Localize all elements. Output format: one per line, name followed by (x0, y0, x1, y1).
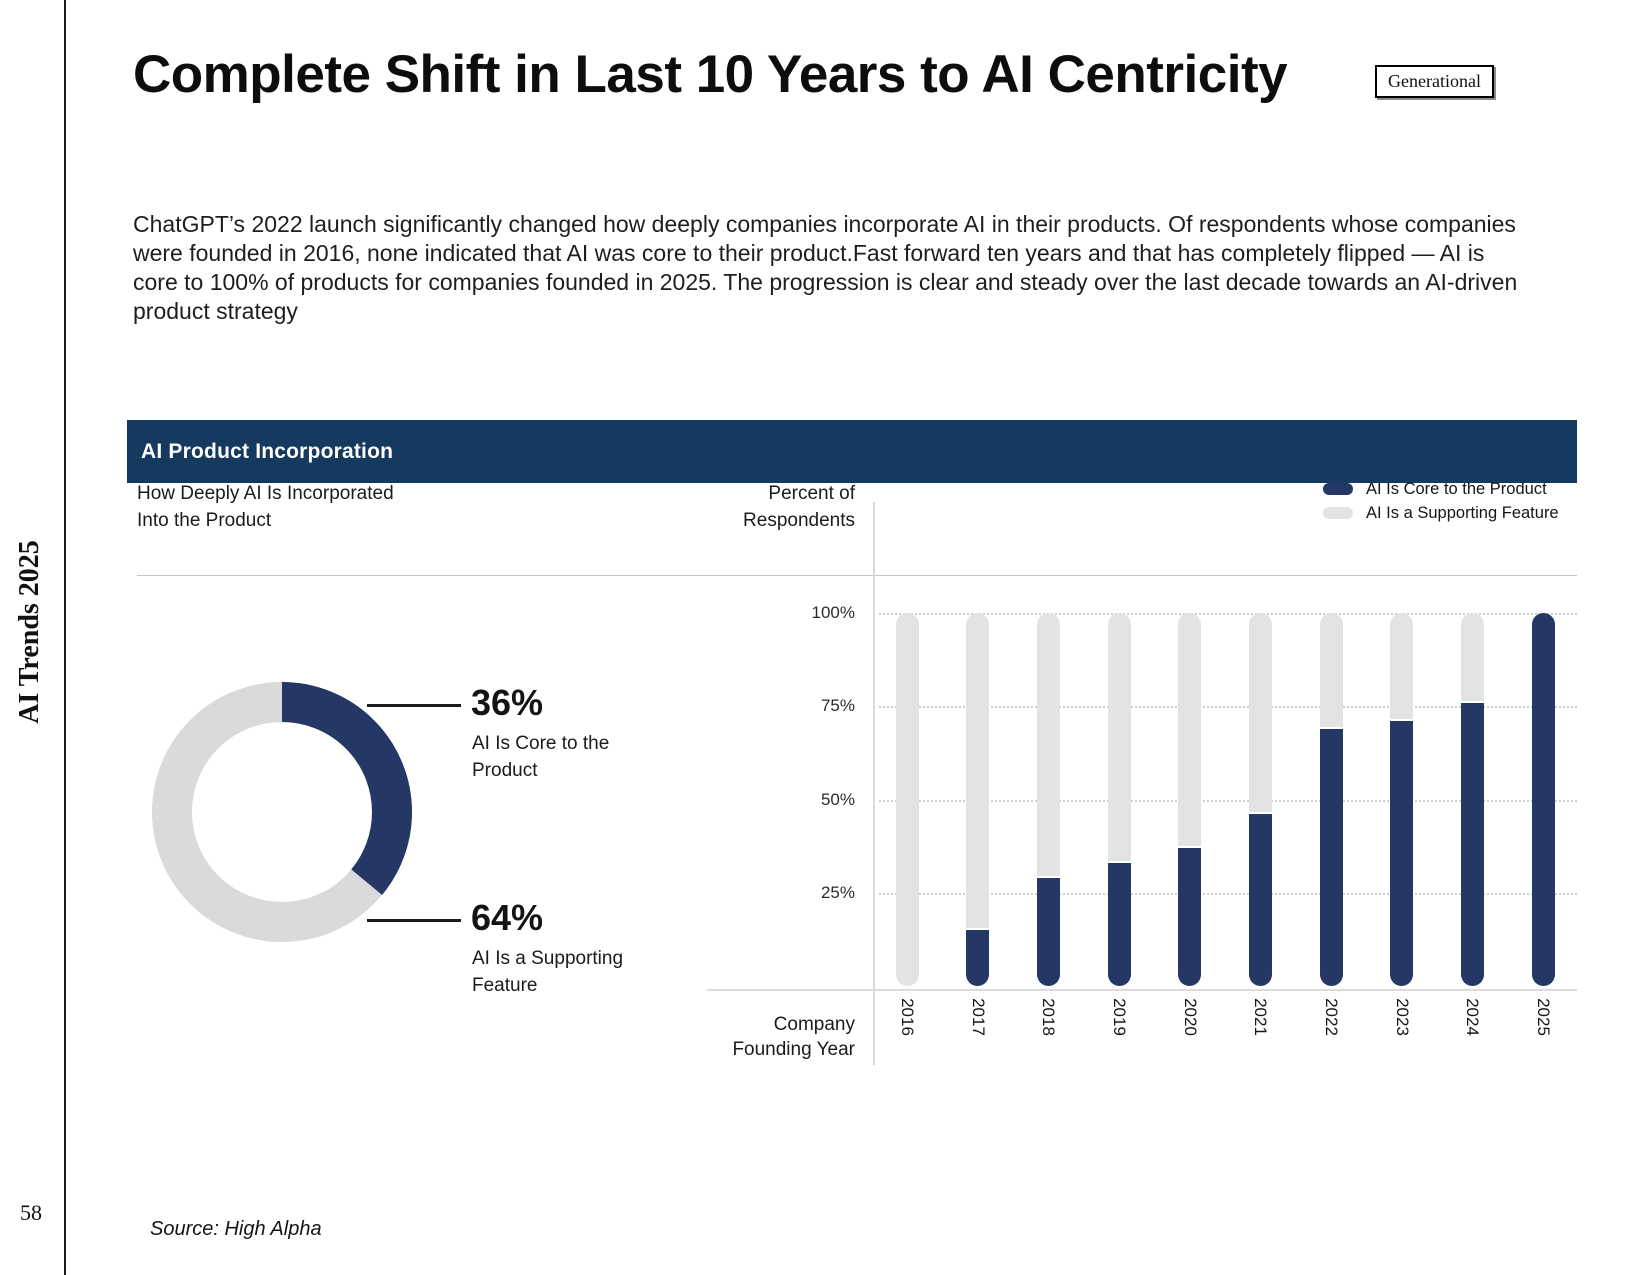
bar-core-segment (1319, 726, 1343, 986)
y-axis-line (873, 502, 875, 1065)
stacked-bar-2016 (895, 613, 919, 986)
x-tick-2021: 2021 (1230, 998, 1290, 1036)
x-axis-line (707, 989, 1577, 991)
donut-callout-line-36 (367, 704, 461, 707)
bar-core-segment (1248, 812, 1272, 986)
legend-swatch-core (1323, 483, 1353, 495)
y-tick-label: 100% (811, 603, 855, 622)
stacked-bar-2020 (1178, 613, 1202, 986)
x-tick-text: 2019 (1109, 998, 1129, 1036)
bar-core-segment (1460, 700, 1484, 986)
stacked-bar-2023 (1390, 613, 1414, 986)
donut-callout-pct-36: 36% (471, 682, 544, 723)
x-tick-2025: 2025 (1513, 998, 1573, 1036)
x-tick-text: 2016 (897, 998, 917, 1036)
stacked-bar-2025 (1531, 613, 1555, 986)
x-tick-text: 2024 (1463, 998, 1483, 1036)
donut-subtitle: How Deeply AI Is Incorporated Into the P… (137, 483, 394, 531)
y-tick-label: 75% (820, 696, 855, 716)
x-tick-text: 2022 (1322, 998, 1342, 1036)
y-tick-label: 50% (820, 789, 855, 809)
generational-tag-badge: Generational (1375, 65, 1494, 98)
x-tick-2018: 2018 (1018, 998, 1078, 1036)
donut-chart (152, 682, 412, 942)
stacked-bar-2017 (966, 613, 990, 986)
x-tick-text: 2023 (1392, 998, 1412, 1036)
report-sidebar-title: AI Trends 2025 (14, 540, 45, 724)
bar-core-segment (1178, 846, 1202, 986)
page-left-rule (64, 0, 66, 1275)
donut-callout-pct-64: 64% (471, 897, 544, 938)
legend-item-supporting: AI Is a Supporting Feature (1323, 501, 1559, 525)
x-tick-2023: 2023 (1372, 998, 1432, 1036)
bar-core-segment (966, 928, 990, 986)
stacked-bar-2018 (1036, 613, 1060, 986)
x-tick-2020: 2020 (1160, 998, 1220, 1036)
page-title: Complete Shift in Last 10 Years to AI Ce… (133, 45, 1288, 104)
x-tick-2019: 2019 (1089, 998, 1149, 1036)
bar-core-segment (1107, 860, 1131, 986)
page-number: 58 (20, 1200, 42, 1225)
gridline-50 (879, 799, 1577, 802)
x-tick-text: 2025 (1534, 998, 1554, 1036)
gridline-75 (879, 706, 1577, 709)
intro-paragraph: ChatGPT’s 2022 launch significantly chan… (133, 211, 1518, 324)
bar-core-segment (1531, 613, 1555, 986)
x-tick-text: 2018 (1039, 998, 1059, 1036)
stacked-bar-2024 (1460, 613, 1484, 986)
x-tick-2022: 2022 (1301, 998, 1361, 1036)
x-tick-2024: 2024 (1442, 998, 1502, 1036)
donut-callout-label-36: AI Is Core to the Product (472, 733, 610, 781)
x-tick-text: 2017 (968, 998, 988, 1036)
donut-callout-label-64: AI Is a Supporting Feature (472, 948, 624, 996)
donut-callout-line-64 (367, 919, 461, 922)
chart-card-header: AI Product Incorporation (127, 420, 1577, 483)
y-axis-title: Percent of Respondents (743, 483, 855, 531)
stacked-bar-2019 (1107, 613, 1131, 986)
card-divider-rule (137, 575, 1577, 576)
chart-card-title: AI Product Incorporation (141, 439, 394, 463)
x-tick-2017: 2017 (948, 998, 1008, 1036)
stacked-bar-2021 (1248, 613, 1272, 986)
gridline-25 (879, 892, 1577, 895)
bar-core-segment (1036, 875, 1060, 986)
legend-item-core: AI Is Core to the Product (1323, 477, 1559, 501)
gridline-100 (879, 613, 1577, 615)
chart-card: AI Product Incorporation How Deeply AI I… (127, 420, 1577, 1070)
bar-core-segment (1390, 719, 1414, 986)
chart-legend: AI Is Core to the Product AI Is a Suppor… (1323, 477, 1559, 525)
donut-slice-core (152, 682, 412, 942)
stacked-bar-2022 (1319, 613, 1343, 986)
x-tick-2016: 2016 (877, 998, 937, 1036)
y-tick-label: 25% (820, 882, 855, 902)
x-tick-text: 2020 (1180, 998, 1200, 1036)
x-axis-title: Company Founding Year (732, 1014, 855, 1060)
x-tick-text: 2021 (1251, 998, 1271, 1036)
legend-swatch-supporting (1323, 507, 1353, 519)
source-note: Source: High Alpha (150, 1218, 322, 1240)
